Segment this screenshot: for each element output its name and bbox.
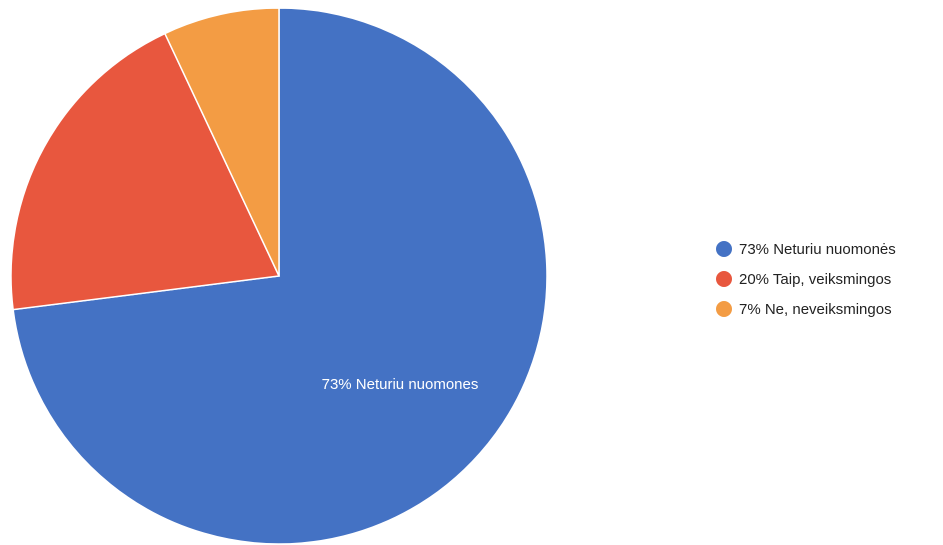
legend-item-ne-neveiksmingos: 7% Ne, neveiksmingos bbox=[716, 294, 896, 324]
pie-slices bbox=[10, 7, 548, 545]
pie-slice-2 bbox=[163, 7, 280, 277]
legend-item-taip-veiksmingos: 20% Taip, veiksmingos bbox=[716, 264, 896, 294]
legend-label: 20% Taip, veiksmingos bbox=[739, 270, 892, 288]
legend-label: 73% Neturiu nuomonės bbox=[739, 240, 896, 258]
chart-legend: 73% Neturiu nuomonės 20% Taip, veiksming… bbox=[716, 234, 896, 324]
legend-marker-icon bbox=[716, 241, 732, 257]
pie-slice-0 bbox=[12, 7, 548, 545]
slice-label-neturiu-nuomones: 73% Neturiu nuomones bbox=[322, 376, 479, 393]
legend-label: 7% Ne, neveiksmingos bbox=[739, 300, 892, 318]
legend-marker-icon bbox=[716, 271, 732, 287]
legend-item-neturiu-nuomones: 73% Neturiu nuomonės bbox=[716, 234, 896, 264]
pie-slice-1 bbox=[10, 32, 281, 311]
legend-marker-icon bbox=[716, 301, 732, 317]
